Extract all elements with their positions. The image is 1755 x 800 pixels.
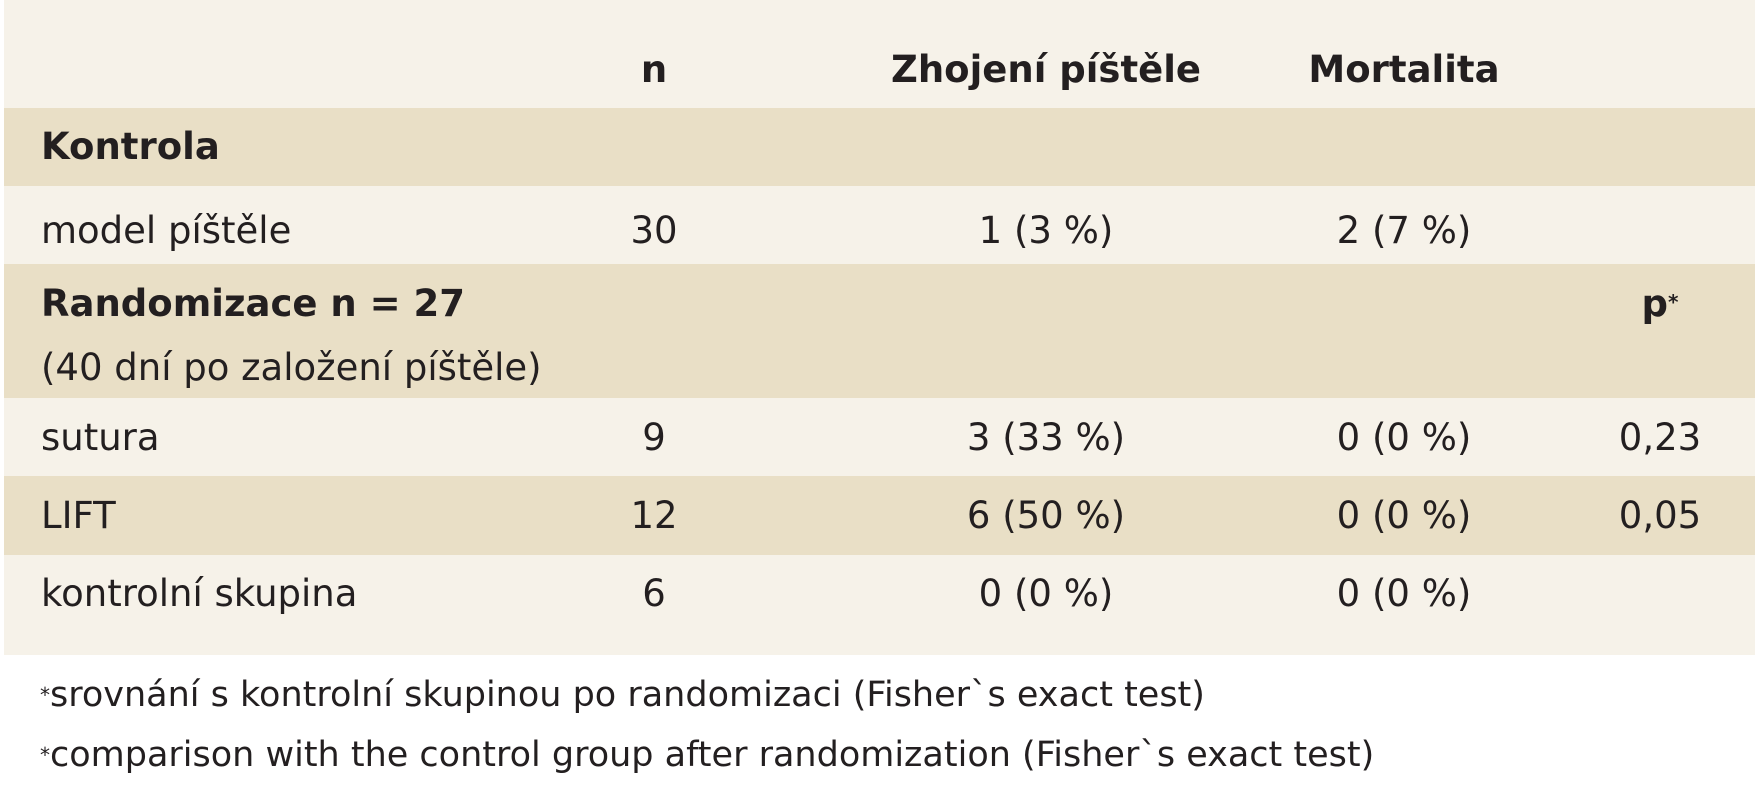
row-healing: 1 (3 %) (978, 209, 1114, 252)
row-mortality: 0 (0 %) (1336, 572, 1472, 615)
section-header-kontrola: Kontrola (4, 108, 1755, 186)
row-mortality: 0 (0 %) (1336, 416, 1472, 459)
footnote-czech: *srovnání s kontrolní skupinou po random… (40, 674, 1205, 716)
row-n: 9 (642, 416, 666, 459)
row-healing: 6 (50 %) (966, 494, 1126, 537)
row-n: 12 (630, 494, 678, 537)
footnote-text: srovnání s kontrolní skupinou po randomi… (50, 675, 1205, 715)
row-p-value: 0,23 (1618, 416, 1702, 459)
footnote-marker: * (40, 683, 50, 707)
header-n: n (640, 48, 668, 91)
footnote-english: *comparison with the control group after… (40, 734, 1374, 776)
section-title: Kontrola (41, 125, 220, 168)
section-subtitle: (40 dní po založení píštěle) (41, 346, 542, 389)
p-header-marker: * (1668, 290, 1679, 314)
header-healing: Zhojení píštěle (890, 48, 1202, 91)
row-label: LIFT (41, 494, 116, 537)
row-healing: 0 (0 %) (978, 572, 1114, 615)
table-row: sutura 9 3 (33 %) 0 (0 %) 0,23 (4, 398, 1755, 476)
row-n: 6 (642, 572, 666, 615)
header-mortality: Mortalita (1308, 48, 1500, 91)
row-p-value: 0,05 (1618, 494, 1702, 537)
row-healing: 3 (33 %) (966, 416, 1126, 459)
footnote-marker: * (40, 743, 50, 767)
row-mortality: 2 (7 %) (1336, 209, 1472, 252)
row-n: 30 (630, 209, 678, 252)
footnote-text: comparison with the control group after … (50, 735, 1375, 775)
row-mortality: 0 (0 %) (1336, 494, 1472, 537)
row-label: model píštěle (41, 209, 292, 252)
row-label: sutura (41, 416, 160, 459)
section-header-randomizace: Randomizace n = 27 (40 dní po založení p… (4, 264, 1755, 398)
table-header-row: n Zhojení píštěle Mortalita (4, 0, 1755, 108)
section-title: Randomizace n = 27 (41, 282, 465, 325)
p-header-label: p (1641, 282, 1669, 325)
results-table: n Zhojení píštěle Mortalita Kontrola mod… (4, 0, 1755, 655)
row-label: kontrolní skupina (41, 572, 358, 615)
table-row: model píštěle 30 1 (3 %) 2 (7 %) (4, 186, 1755, 264)
header-p: p* (1580, 282, 1740, 326)
table-row: LIFT 12 6 (50 %) 0 (0 %) 0,05 (4, 476, 1755, 555)
table-row: kontrolní skupina 6 0 (0 %) 0 (0 %) (4, 555, 1755, 655)
